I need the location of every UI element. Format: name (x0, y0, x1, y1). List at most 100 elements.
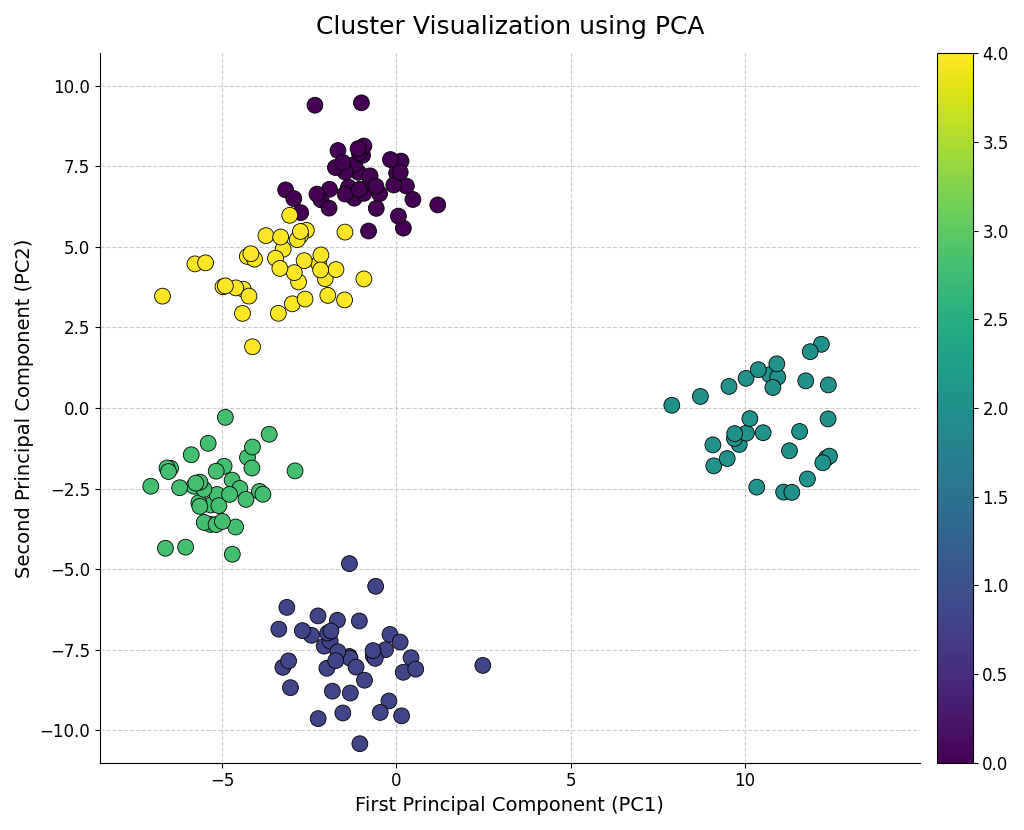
Point (355, 272, 372, 286)
Point (351, 183, 368, 196)
Point (388, 167, 404, 180)
Point (224, 473, 241, 486)
X-axis label: First Principal Component (PC1): First Principal Component (PC1) (355, 796, 665, 815)
Point (278, 183, 294, 197)
Point (243, 247, 259, 261)
Point (751, 363, 767, 376)
Point (317, 272, 334, 286)
Point (159, 461, 175, 475)
Point (731, 437, 748, 451)
Point (191, 476, 208, 489)
Point (227, 520, 244, 534)
Point (351, 737, 368, 750)
Point (367, 788, 383, 801)
Point (355, 139, 372, 153)
Point (208, 465, 224, 478)
Point (398, 179, 415, 193)
Point (765, 381, 781, 394)
Point (330, 645, 346, 658)
Point (335, 156, 351, 169)
Point (366, 650, 382, 663)
Point (372, 706, 388, 719)
Point (247, 252, 263, 266)
Point (783, 486, 800, 499)
Point (813, 338, 829, 351)
Point (382, 627, 398, 641)
Point (171, 481, 187, 495)
Point (368, 579, 384, 593)
Point (255, 487, 271, 500)
Point (316, 639, 333, 652)
Point (186, 257, 203, 271)
Point (236, 282, 252, 295)
Point (183, 448, 200, 461)
Point (775, 486, 792, 499)
Point (762, 368, 778, 381)
Point (430, 198, 446, 212)
Point (238, 493, 254, 506)
Point (342, 652, 358, 665)
Point (341, 650, 357, 663)
Point (319, 289, 336, 302)
Point (726, 432, 742, 445)
Point (392, 166, 409, 179)
Point (319, 627, 336, 640)
Point (372, 187, 388, 200)
Point (275, 242, 292, 256)
Point (393, 154, 410, 168)
Point (211, 499, 227, 512)
Point (283, 681, 299, 695)
Point (303, 628, 319, 642)
Point (395, 222, 412, 235)
Point (312, 263, 329, 276)
Point (692, 390, 709, 403)
Point (341, 557, 357, 570)
Point (245, 441, 261, 454)
Point (321, 202, 337, 215)
Point (361, 177, 378, 190)
Point (818, 452, 835, 465)
Point (330, 144, 346, 157)
Point (800, 472, 816, 486)
Point (294, 624, 310, 637)
Point (285, 297, 301, 310)
Point (353, 96, 370, 110)
Point (297, 292, 313, 305)
Point (312, 248, 329, 261)
Point (340, 180, 356, 193)
Point (310, 712, 327, 725)
Point (335, 706, 351, 720)
Point (217, 411, 233, 424)
Point (142, 480, 159, 493)
Point (258, 229, 274, 242)
Point (356, 674, 373, 687)
Point (705, 438, 721, 452)
Point (336, 293, 352, 306)
Point (322, 634, 338, 647)
Point (395, 666, 412, 679)
Point (350, 166, 367, 179)
Point (217, 279, 233, 292)
Point (351, 146, 368, 159)
Point (224, 548, 241, 561)
Point (798, 374, 814, 388)
Point (377, 643, 393, 657)
Point (185, 480, 202, 493)
Point (382, 153, 398, 166)
Point (792, 425, 808, 438)
Point (298, 224, 314, 237)
Point (177, 540, 194, 554)
Point (215, 280, 231, 293)
Point (781, 444, 798, 457)
Point (240, 250, 256, 263)
Point (749, 481, 765, 494)
Point (386, 178, 402, 192)
Point (310, 257, 327, 271)
Point (706, 459, 722, 472)
Point (354, 149, 371, 162)
Point (291, 276, 307, 289)
Point (342, 686, 358, 700)
Point (393, 709, 410, 722)
Point (318, 662, 335, 675)
Point (307, 99, 324, 112)
